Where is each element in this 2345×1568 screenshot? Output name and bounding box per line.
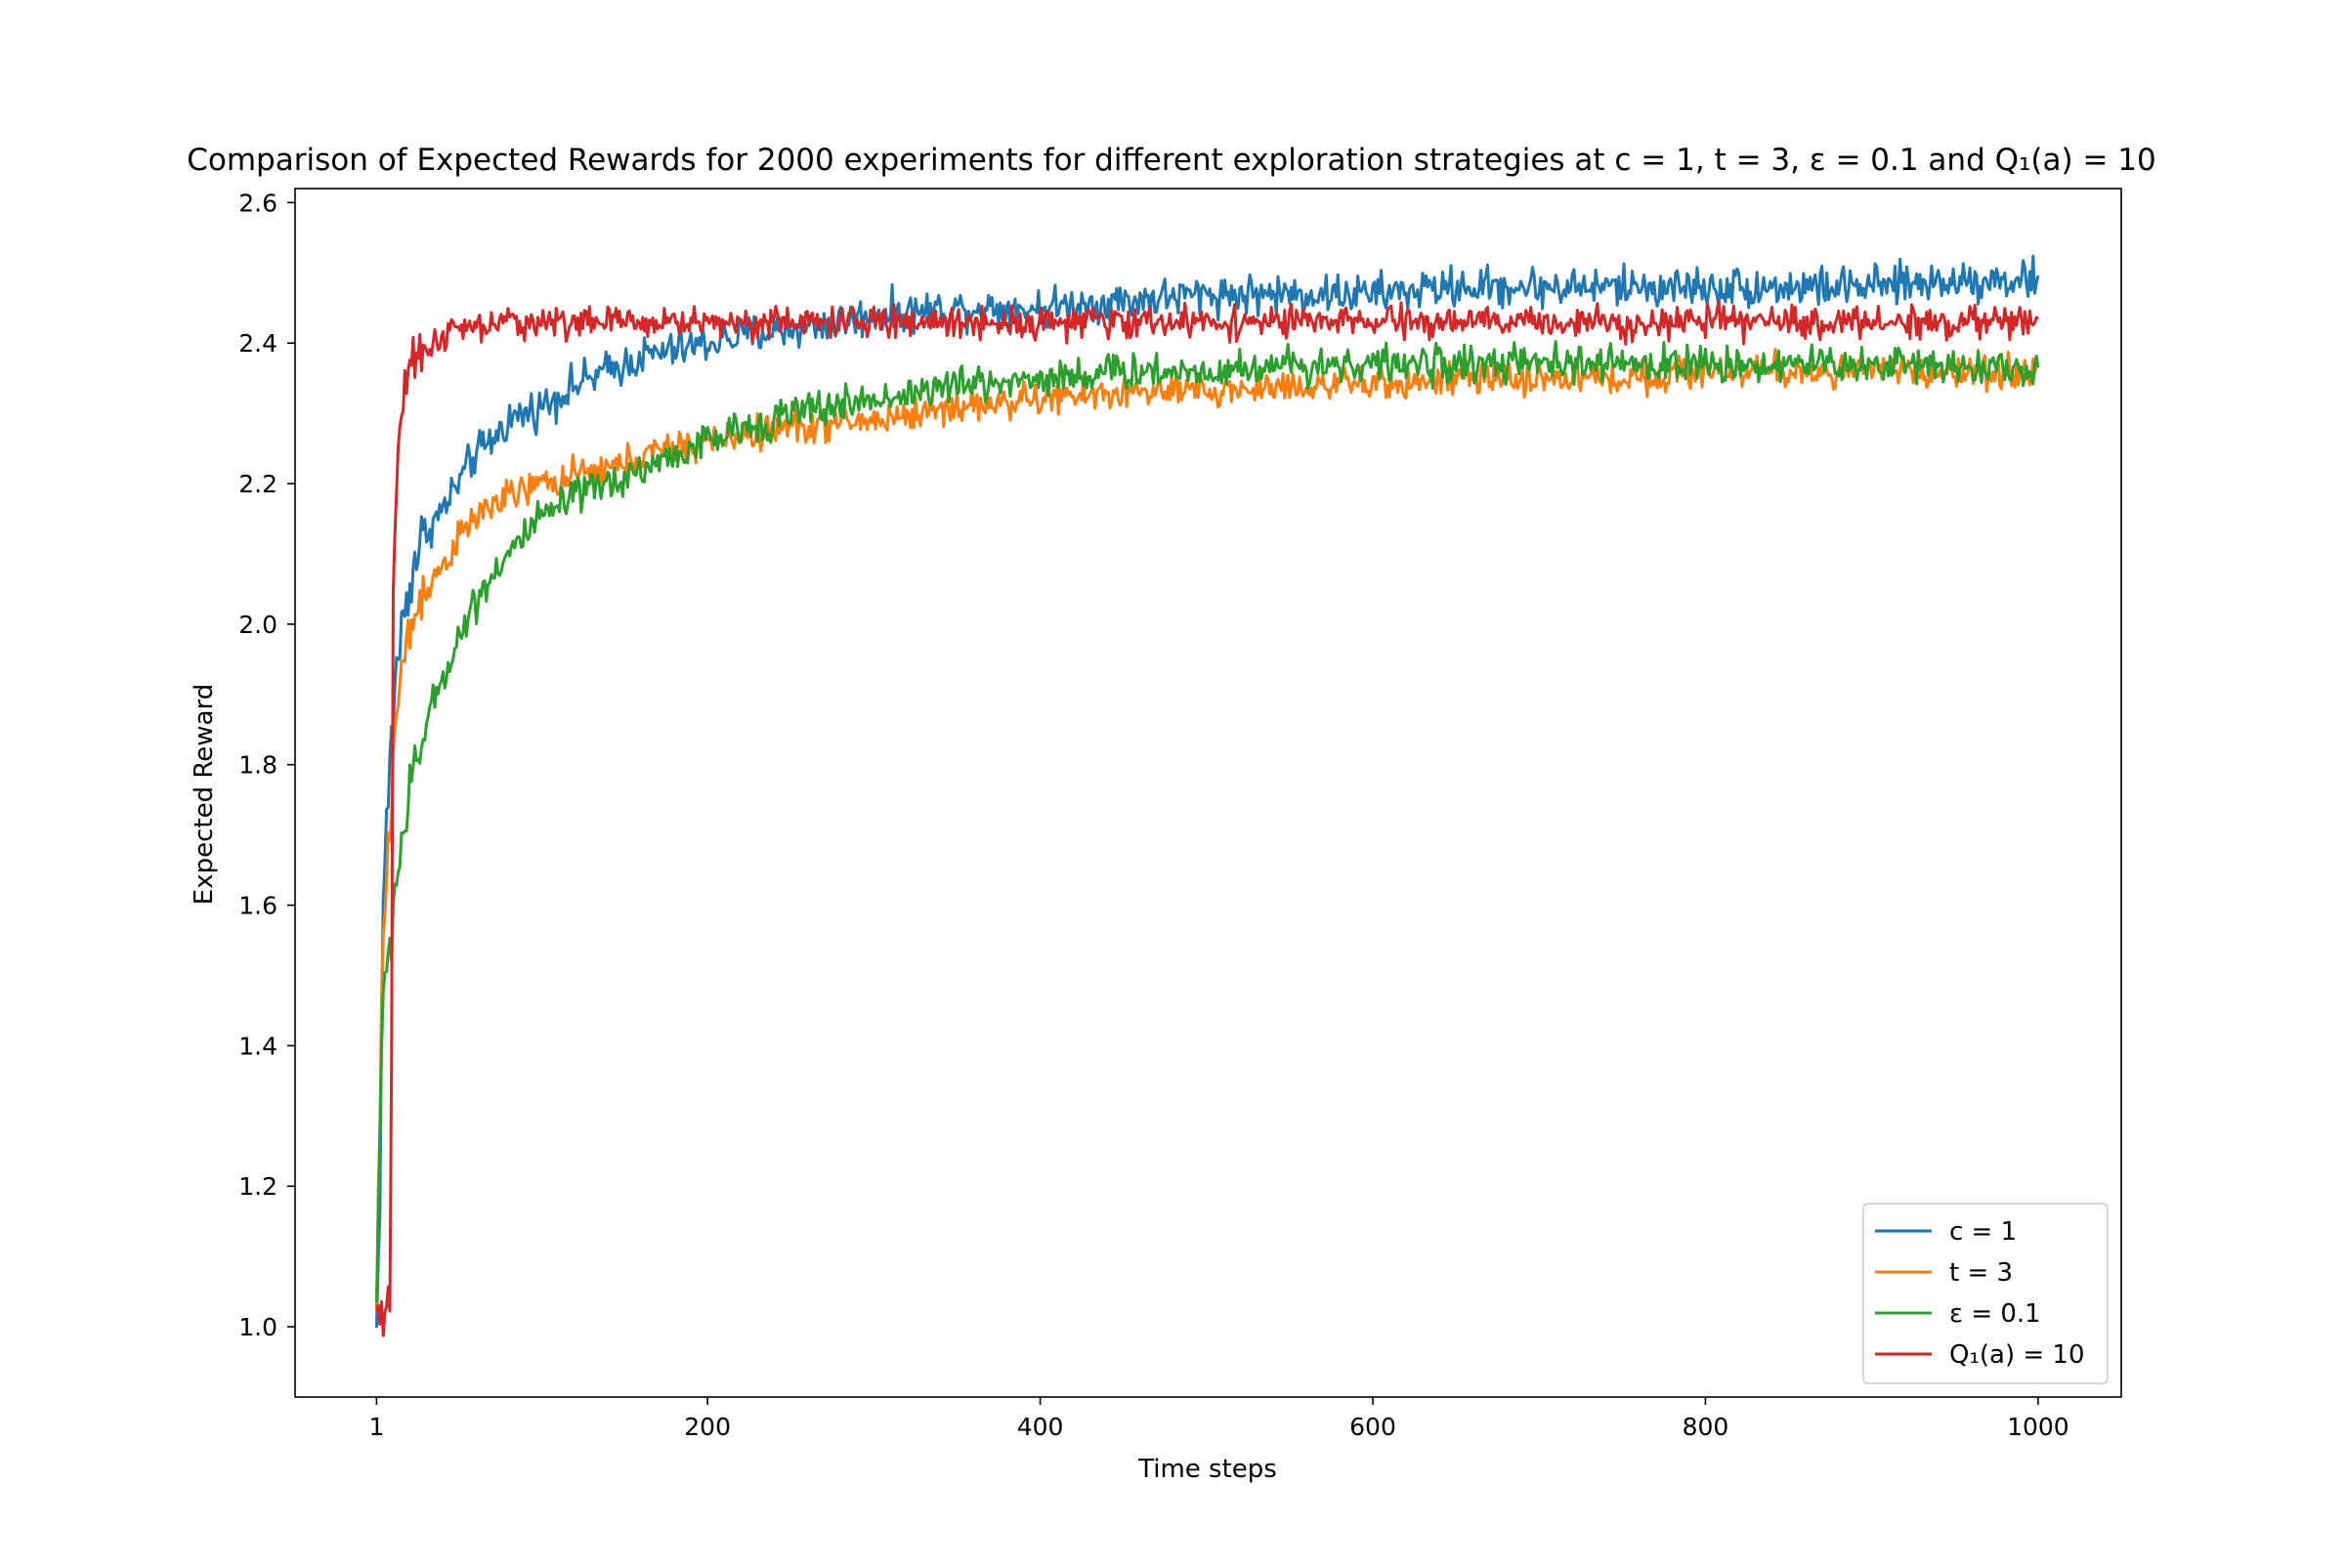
y-tick-label: 1.8: [238, 751, 277, 780]
x-tick-label: 200: [684, 1413, 731, 1441]
y-tick-label: 1.6: [238, 892, 277, 920]
legend-label: ε = 0.1: [1949, 1299, 2041, 1329]
x-tick-label: 400: [1017, 1413, 1064, 1441]
y-tick-label: 1.0: [238, 1313, 277, 1341]
legend-label: c = 1: [1949, 1217, 2017, 1247]
y-tick-label: 2.6: [238, 189, 277, 217]
series-line-3: [374, 298, 2039, 1337]
legend-box: [1862, 1203, 2109, 1384]
y-tick-label: 2.2: [238, 470, 277, 498]
x-tick-label: 800: [1683, 1413, 1729, 1441]
plot-frame: [294, 188, 2122, 1398]
x-tick-label: 1: [368, 1413, 384, 1441]
x-axis-title: Time steps: [1137, 1455, 1277, 1484]
legend-label: t = 3: [1949, 1258, 2013, 1288]
y-tick-label: 2.0: [238, 611, 277, 639]
x-tick-label: 600: [1349, 1413, 1396, 1441]
x-tick-label: 1000: [2007, 1413, 2069, 1441]
y-tick-label: 1.2: [238, 1172, 277, 1201]
series-line-0: [374, 254, 2040, 1329]
chart-title: Comparison of Expected Rewards for 2000 …: [187, 143, 2156, 178]
legend-label: Q₁(a) = 10: [1949, 1340, 2085, 1370]
y-axis-title: Expected Reward: [190, 684, 219, 905]
y-tick-label: 1.4: [238, 1032, 277, 1060]
series-line-2: [374, 340, 2040, 1303]
y-tick-label: 2.4: [238, 329, 277, 358]
series-line-1: [374, 348, 2039, 1309]
